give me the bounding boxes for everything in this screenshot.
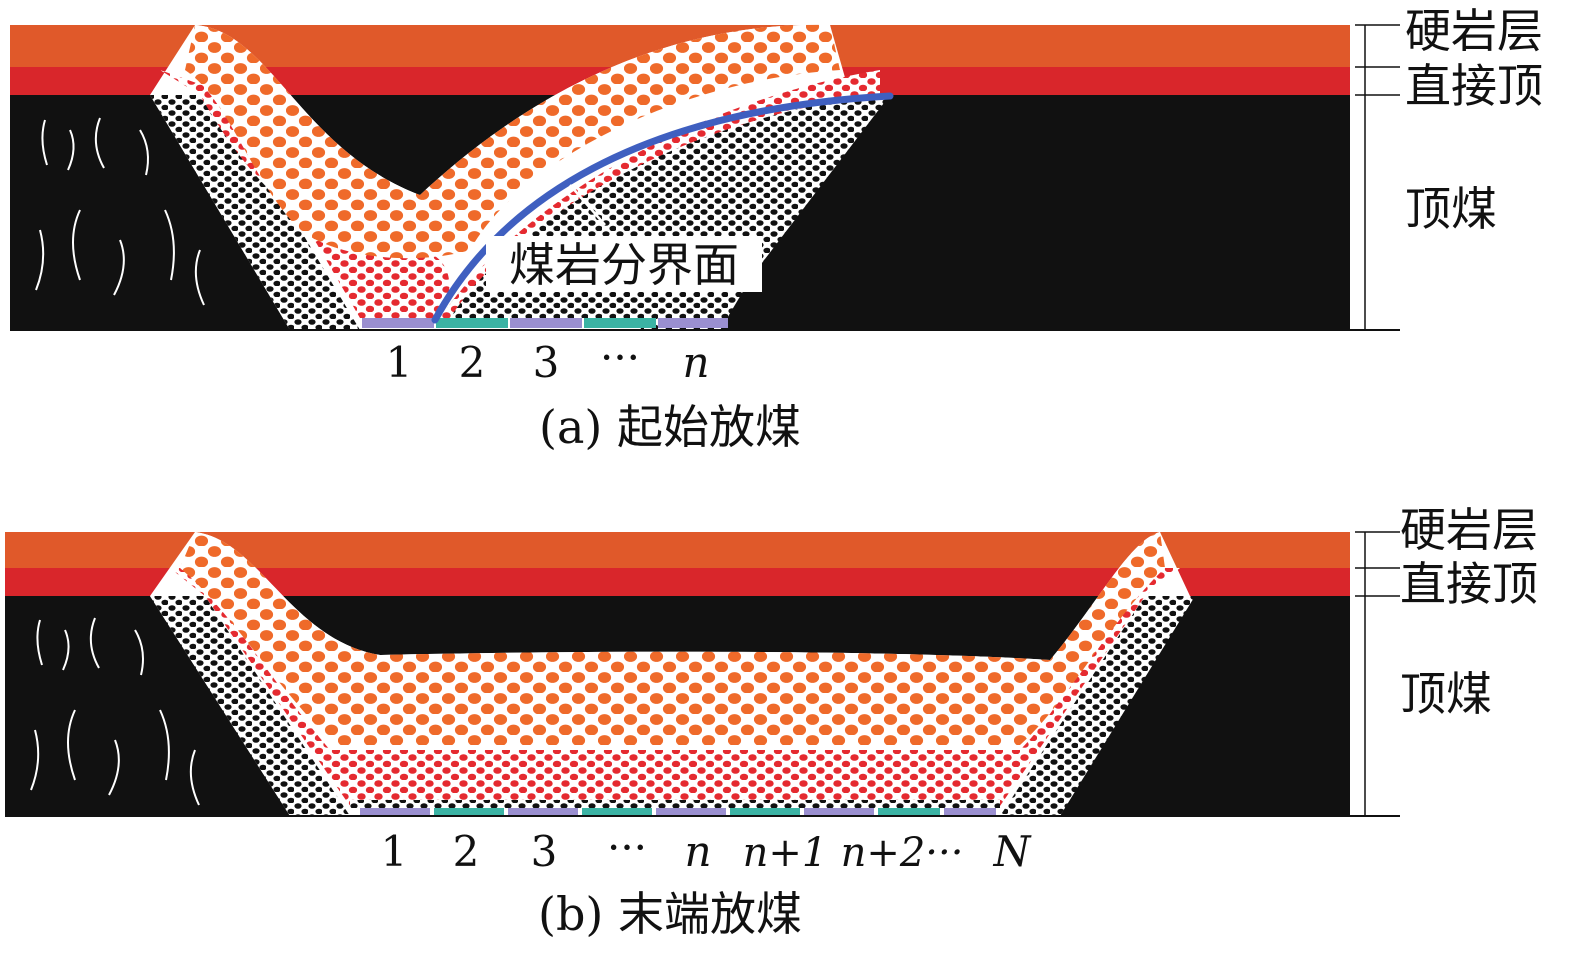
- outlet-b-6: [730, 808, 800, 816]
- label-hard-rock-a: 硬岩层: [1405, 4, 1543, 58]
- outlet-ellipsis: ···: [600, 333, 640, 382]
- interface-label-box: [486, 236, 762, 292]
- label-immediate-roof-a: 直接顶: [1405, 59, 1543, 113]
- outlet-support-1: [362, 318, 434, 328]
- panel-b-final-caving: 硬岩层 直接顶 顶煤 1 2 3 ··· n n+1 n+2··· N (b) …: [5, 503, 1538, 941]
- outlet-support-2: [436, 318, 508, 328]
- caption-b: (b) 末端放煤: [538, 887, 802, 941]
- caving-zone-b: [5, 532, 1400, 817]
- outlet-b-7: [804, 808, 874, 816]
- outlet-number-n: n: [682, 338, 709, 387]
- label-top-coal-a: 顶煤: [1405, 182, 1497, 236]
- outlet-b-9: [944, 808, 996, 816]
- outlet-b-number-N: N: [993, 827, 1032, 876]
- label-immediate-roof-b: 直接顶: [1400, 557, 1538, 611]
- outlet-b-number-n-plus-2: n+2···: [841, 830, 964, 876]
- outlet-number-2: 2: [459, 338, 486, 387]
- outlet-support-4: [584, 318, 656, 328]
- outlet-support-5: [658, 318, 728, 328]
- outlet-b-8: [878, 808, 940, 816]
- coal-rock-interface-line: [431, 92, 894, 324]
- outlet-b-number-n-plus-1: n+1: [743, 830, 828, 876]
- label-top-coal-b: 顶煤: [1400, 667, 1492, 721]
- interface-label: 煤岩分界面: [509, 238, 739, 292]
- outlet-b-1: [360, 808, 430, 816]
- outlet-b-5: [656, 808, 726, 816]
- outlet-support-3: [510, 318, 582, 328]
- outlet-b-2: [434, 808, 504, 816]
- outlet-number-1: 1: [386, 338, 413, 387]
- outlet-b-number-2: 2: [453, 827, 480, 876]
- outlet-b-3: [508, 808, 578, 816]
- layer-dimension-marks-a: [1355, 24, 1400, 331]
- layer-dimension-marks-b: [1355, 531, 1400, 817]
- outlet-b-number-3: 3: [531, 827, 558, 876]
- outlet-number-3: 3: [533, 338, 560, 387]
- outlet-b-number-1: 1: [381, 827, 408, 876]
- caption-a: (a) 起始放煤: [539, 400, 801, 454]
- outlet-b-ellipsis: ···: [607, 823, 647, 872]
- label-hard-rock-b: 硬岩层: [1400, 503, 1538, 557]
- outlet-b-4: [582, 808, 652, 816]
- outlet-b-number-n: n: [684, 827, 711, 876]
- panel-a-initial-caving: 煤岩分界面 硬岩层 直接顶 顶煤 1 2 3 ··· n (a) 起始放煤: [10, 4, 1543, 454]
- caving-zone-a: [10, 24, 1400, 331]
